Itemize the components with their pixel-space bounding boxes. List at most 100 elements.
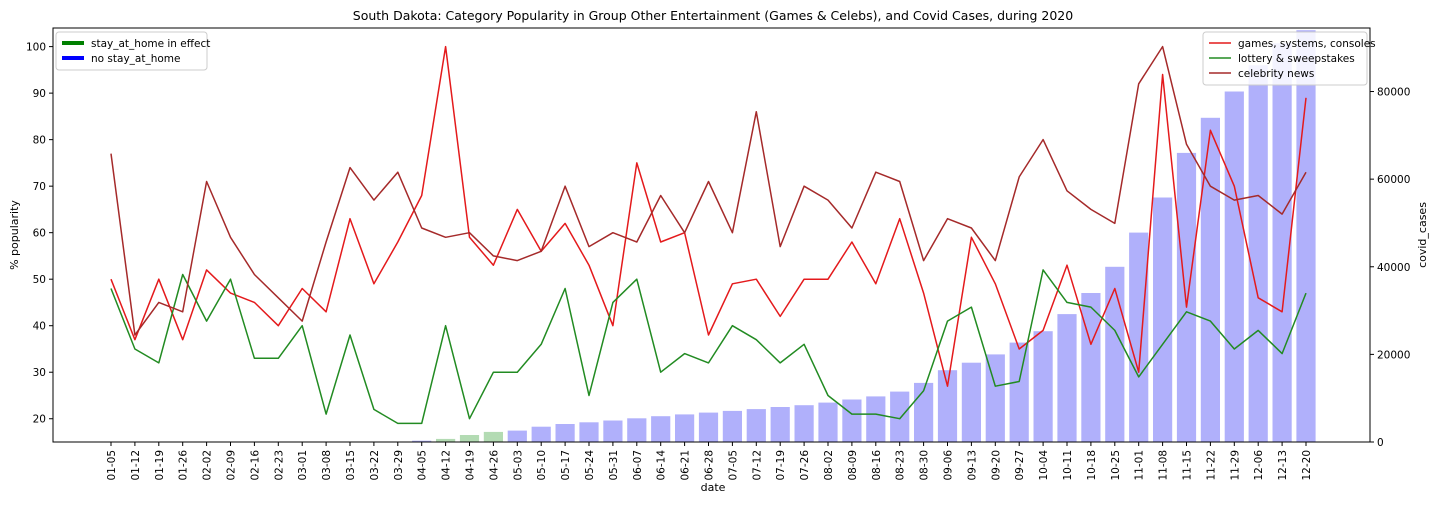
covid-bar [890, 391, 910, 442]
covid-bar [698, 412, 719, 442]
x-tick-label: 12-20 [1301, 450, 1313, 481]
x-tick-label: 01-26 [178, 450, 190, 481]
y-tick-label: 20 [33, 414, 46, 426]
x-tick-label: 06-28 [704, 450, 716, 481]
x-tick-label: 03-22 [369, 450, 381, 481]
x-tick-label: 09-27 [1014, 450, 1026, 481]
covid-bar [1081, 293, 1101, 442]
covid-bar [961, 362, 981, 442]
x-axis-title: date [701, 481, 726, 494]
covid-bar [914, 382, 934, 442]
legend-box [55, 31, 208, 71]
legend-series: games, systems, consoles lottery & sweeps… [1202, 31, 1376, 86]
x-tick-label: 04-12 [441, 450, 453, 481]
x-tick-label: 02-09 [226, 450, 238, 481]
covid-bar [770, 407, 790, 442]
x-tick-label: 11-15 [1182, 450, 1194, 481]
y2-axis-title: covid_cases [1416, 202, 1429, 268]
x-tick-label: 11-29 [1229, 450, 1241, 481]
covid-bar [531, 426, 551, 442]
x-tick-label: 06-07 [632, 450, 644, 481]
x-tick-label: 12-06 [1253, 450, 1265, 481]
covid-bar [1009, 342, 1029, 442]
legend-label: games, systems, consoles [1238, 38, 1376, 50]
x-tick-label: 05-03 [512, 450, 524, 481]
covid-bar [555, 424, 575, 442]
x-tick-label: 06-14 [656, 450, 668, 481]
x-tick-label: 07-19 [775, 450, 787, 481]
x-tick-label: 10-18 [1086, 450, 1098, 481]
series-line-lottery-sweepstakes [110, 269, 1307, 425]
x-tick-label: 08-02 [823, 450, 835, 481]
axes-layer: 20 30 40 50 60 70 80 90 100 0 20000 40000 60000 80000… [26, 27, 1410, 481]
covid-bar [436, 438, 456, 442]
y-axis-title: % popularity [8, 200, 21, 270]
x-tick-label: 03-01 [297, 450, 309, 481]
x-tick-label: 05-31 [608, 450, 620, 481]
x-tick-label: 04-26 [488, 450, 500, 481]
x-tick-label: 10-04 [1038, 450, 1050, 481]
x-tick-label: 10-25 [1110, 450, 1122, 481]
y2-tick-label: 60000 [1377, 174, 1410, 186]
series-lines-layer [110, 45, 1307, 425]
x-tick-label: 07-26 [799, 450, 811, 481]
x-tick-label: 05-10 [536, 450, 548, 481]
y2-tick-label: 0 [1377, 437, 1384, 449]
x-tick-label: 02-16 [249, 450, 261, 481]
covid-bar [746, 409, 766, 442]
covid-bar [794, 405, 814, 442]
legend-label: lottery & sweepstakes [1238, 53, 1355, 65]
x-tick-label: 02-23 [273, 450, 285, 481]
x-tick-label: 03-15 [345, 450, 357, 481]
y-tick-label: 70 [33, 181, 46, 193]
x-tick-label: 10-11 [1062, 450, 1074, 481]
covid-bar [937, 370, 958, 442]
y-tick-label: 50 [33, 274, 46, 286]
legend-label: stay_at_home in effect [91, 38, 210, 50]
covid-bar [1033, 331, 1053, 442]
x-tick-label: 11-01 [1134, 450, 1146, 481]
x-tick-label: 04-19 [465, 450, 477, 481]
x-tick-label: 06-21 [680, 450, 692, 481]
x-tick-label: 09-13 [966, 450, 978, 481]
covid-bar [866, 396, 886, 442]
chart-title: South Dakota: Category Popularity in Gro… [353, 8, 1073, 23]
x-tick-label: 11-22 [1205, 450, 1217, 481]
covid-bar [1176, 152, 1197, 442]
x-tick-label: 12-13 [1277, 450, 1289, 481]
covid-bar [459, 435, 480, 442]
x-tick-label: 11-08 [1158, 450, 1170, 481]
covid-bar [412, 440, 432, 442]
covid-bar [818, 402, 838, 442]
x-tick-label: 01-05 [106, 450, 118, 481]
x-tick-label: 03-08 [321, 450, 333, 481]
y-tick-label: 80 [33, 135, 46, 147]
covid-bar [1057, 314, 1077, 442]
x-tick-label: 01-12 [130, 450, 142, 481]
x-tick-label: 09-06 [943, 450, 955, 481]
series-line-celebrity-news [110, 45, 1307, 336]
covid-bar [675, 414, 695, 442]
covid-bar [603, 420, 623, 442]
covid-bar [1105, 266, 1125, 442]
legend-label: no stay_at_home [91, 53, 180, 65]
covid-bar [1153, 197, 1173, 442]
legend-label: celebrity news [1238, 68, 1314, 80]
y-tick-label: 30 [33, 367, 46, 379]
y-tick-label: 100 [26, 42, 46, 54]
x-tick-label: 04-05 [417, 450, 429, 481]
x-tick-label: 08-23 [895, 450, 907, 481]
covid-bar [1224, 91, 1244, 442]
covid-bar [507, 430, 527, 442]
x-tick-label: 07-12 [751, 450, 763, 481]
x-tick-label: 07-05 [727, 450, 739, 481]
covid-bar [1296, 30, 1316, 442]
legend-stay-at-home: stay_at_home in effect no stay_at_home [55, 31, 210, 71]
x-tick-label: 03-29 [393, 450, 405, 481]
y2-tick-label: 40000 [1377, 262, 1410, 274]
covid-bar [1200, 117, 1220, 443]
covid-bar [483, 431, 503, 442]
x-tick-label: 08-16 [871, 450, 883, 481]
